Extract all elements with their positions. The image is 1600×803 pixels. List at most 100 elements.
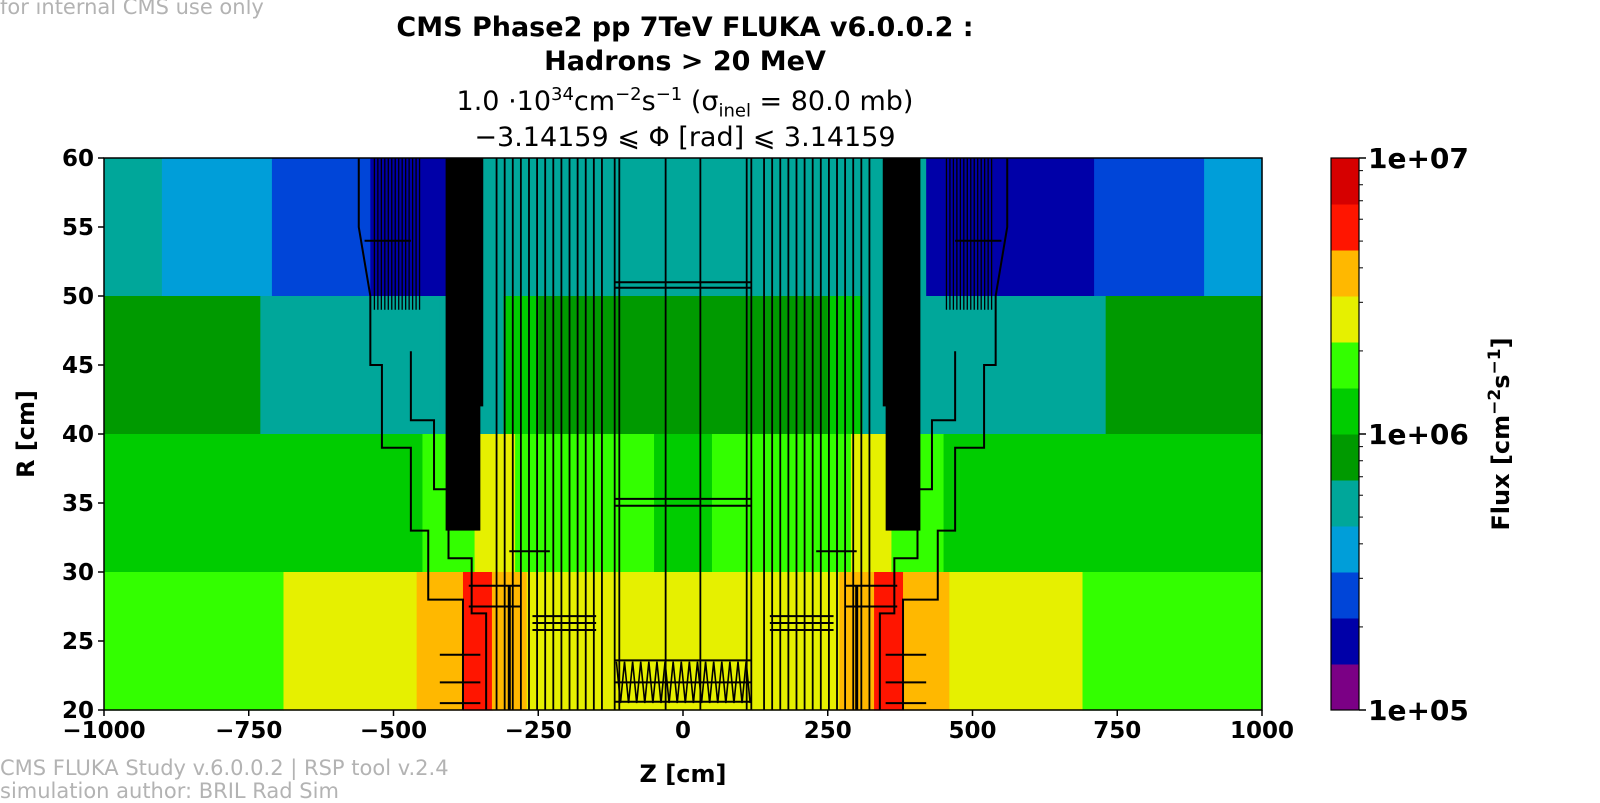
chart-title-line2: Hadrons > 20 MeV <box>544 46 826 77</box>
sigma-prefix: (σ <box>682 86 719 117</box>
x-tick-label: −500 <box>360 718 427 744</box>
heatmap-cell <box>874 572 904 711</box>
colorbar-tick-label: 1e+06 <box>1368 418 1469 451</box>
colorbar-segment <box>1331 158 1359 205</box>
sigma-value: = 80.0 mb) <box>750 86 914 117</box>
lumi-exp: 34 <box>551 84 574 105</box>
heatmap-cell <box>1082 572 1263 711</box>
x-axis-label: Z [cm] <box>640 760 727 788</box>
x-tick-label: 250 <box>804 718 852 744</box>
lumi-unit-a: cm <box>573 86 616 117</box>
heatmap-cell <box>752 158 893 297</box>
sigma-sub: inel <box>718 100 751 122</box>
heatmap-cell <box>1094 158 1205 297</box>
heatmap-cell <box>613 296 754 435</box>
colorbar-label: Flux [cm−2s−1] <box>1485 337 1515 530</box>
y-tick-label: 30 <box>62 560 94 586</box>
heatmap-cell <box>995 158 1095 297</box>
watermark-bottom-line1: CMS FLUKA Study v.6.0.0.2 | RSP tool v.2… <box>0 756 449 780</box>
y-tick-label: 45 <box>62 353 94 379</box>
heatmap-cell <box>949 572 1084 711</box>
heatmap-cell <box>104 572 285 711</box>
heatmap-cell <box>850 434 893 573</box>
x-tick-label: 500 <box>948 718 996 744</box>
colorbar-segment <box>1331 250 1359 297</box>
heatmap-cell <box>903 572 950 711</box>
x-tick-label: −750 <box>215 718 282 744</box>
colorbar-segment <box>1331 664 1359 711</box>
lumi-unit-a-exp: −2 <box>615 84 642 105</box>
x-axis-ticks: −1000 −750 −500 −250 0 250 500 750 1000 <box>62 710 1294 744</box>
chart-title-line1: CMS Phase2 pp 7TeV FLUKA v6.0.0.2 : <box>396 12 974 43</box>
colorbar-segment <box>1331 434 1359 481</box>
heatmap-cell <box>104 296 261 435</box>
colorbar-segment <box>1331 618 1359 665</box>
y-tick-label: 25 <box>62 629 94 655</box>
heatmap-cell <box>277 434 424 573</box>
y-tick-label: 55 <box>62 215 94 241</box>
chart-luminosity-line: 1.0 ·1034cm−2s−1 (σinel = 80.0 mb) <box>300 84 1070 120</box>
heatmap-cell <box>955 158 997 297</box>
heatmap-cell <box>943 434 1089 573</box>
heatmap-cell <box>1088 434 1263 573</box>
colorbar-segment <box>1331 296 1359 343</box>
heatmap-cell <box>926 296 1107 435</box>
x-tick-label: 0 <box>675 718 691 744</box>
colorbar-tick-label: 1e+07 <box>1368 142 1469 175</box>
heatmap-cell <box>104 158 163 297</box>
heatmap-cell <box>370 158 412 297</box>
heatmap-cell <box>711 434 800 573</box>
heatmap-cell <box>798 434 852 573</box>
watermark-top: for internal CMS use only <box>0 0 264 19</box>
x-tick-label: −1000 <box>62 718 145 744</box>
heatmap-cell <box>1204 158 1263 297</box>
heatmap-cell <box>926 158 956 297</box>
chart-phi-range: −3.14159 ⩽ Φ [rad] ⩽ 3.14159 <box>474 122 896 153</box>
x-tick-label: 1000 <box>1230 718 1294 744</box>
heatmap-cell <box>283 572 418 711</box>
heatmap-cell <box>654 434 713 573</box>
x-tick-label: −250 <box>505 718 572 744</box>
colorbar-tick-label: 1e+05 <box>1368 694 1469 727</box>
heatmap-cell <box>416 572 464 711</box>
heatmap-cell <box>567 434 655 573</box>
colorbar-segment <box>1331 342 1359 389</box>
detector-block-neg <box>471 158 484 407</box>
heatmap-cell <box>515 434 568 573</box>
lumi-unit-b-exp: −1 <box>655 84 683 105</box>
heatmap-cell <box>104 434 279 573</box>
detector-outline <box>357 158 1009 710</box>
y-tick-label: 35 <box>62 491 94 517</box>
heatmap-cell <box>161 158 273 297</box>
y-axis-ticks: 20 25 30 35 40 45 50 55 60 <box>62 146 104 724</box>
detector-outline-pos <box>878 351 957 710</box>
detector-block-pos <box>882 158 895 407</box>
heatmap-cell <box>462 572 493 711</box>
heatmap-cell <box>1105 296 1263 435</box>
y-axis-label: R [cm] <box>12 390 40 478</box>
heatmap-cell <box>410 158 441 297</box>
detector-outline-neg <box>357 158 464 710</box>
detector-outline-pos <box>902 158 1009 710</box>
heatmap-cell <box>474 434 516 573</box>
heatmap-cell <box>613 158 754 297</box>
lumi-prefix: 1.0 ·10 <box>456 86 552 117</box>
cb-label-exp1: −2 <box>1485 389 1505 415</box>
heatmap-cell <box>752 296 829 435</box>
cb-label-end: ] <box>1487 337 1515 348</box>
colorbar-segment <box>1331 480 1359 527</box>
colorbar-segment <box>1331 204 1359 251</box>
watermark-bottom-line2: simulation author: BRIL Rad Sim <box>0 779 339 803</box>
y-tick-label: 40 <box>62 422 94 448</box>
colorbar-segment <box>1331 572 1359 619</box>
y-tick-label: 20 <box>62 698 94 724</box>
lumi-unit-b: s <box>641 86 656 117</box>
heatmap-cells <box>104 158 1263 711</box>
heatmap-cell <box>260 296 441 435</box>
detector-outline-neg <box>409 351 488 710</box>
y-tick-label: 50 <box>62 284 94 310</box>
cb-label-main: Flux [cm <box>1487 415 1515 531</box>
colorbar-segment <box>1331 526 1359 573</box>
cb-label-exp2: −1 <box>1485 348 1505 374</box>
